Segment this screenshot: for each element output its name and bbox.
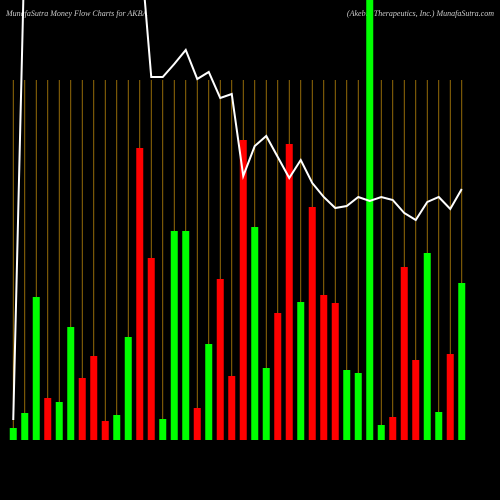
bar — [136, 148, 144, 440]
bar — [9, 428, 17, 440]
bar — [308, 207, 316, 440]
bar — [21, 413, 29, 440]
chart-subtitle: (Akebia Therapeutics, Inc.) MunafaSutra.… — [347, 9, 494, 18]
bar — [435, 412, 443, 440]
bar — [182, 231, 190, 440]
bar — [67, 327, 75, 440]
bar — [377, 425, 385, 440]
bar — [297, 302, 305, 440]
bar — [147, 258, 155, 440]
bar — [239, 140, 247, 440]
bar — [423, 253, 431, 440]
bar — [170, 231, 178, 440]
price-line — [12, 0, 463, 421]
bar — [228, 376, 236, 440]
bar — [320, 295, 328, 440]
bar — [389, 417, 397, 440]
bar — [216, 279, 224, 440]
bar — [262, 368, 270, 440]
bar — [159, 419, 167, 440]
bar — [366, 0, 374, 440]
bar — [193, 408, 201, 440]
bar — [101, 421, 109, 440]
bar — [446, 354, 454, 440]
bar — [285, 144, 293, 440]
bar — [124, 337, 132, 440]
bar — [78, 378, 86, 440]
bar — [274, 313, 282, 440]
bar — [251, 227, 259, 440]
bar — [343, 370, 351, 440]
bar — [32, 297, 40, 440]
bar — [90, 356, 98, 440]
bar — [354, 373, 362, 440]
bar — [331, 303, 339, 440]
bar — [412, 360, 420, 440]
bar — [55, 402, 63, 440]
bar — [458, 283, 466, 440]
bar — [113, 415, 121, 440]
bar — [205, 344, 213, 440]
bar — [400, 267, 408, 440]
chart-title: MunafaSutra Money Flow Charts for AKBA — [5, 9, 148, 18]
bar — [44, 398, 52, 440]
